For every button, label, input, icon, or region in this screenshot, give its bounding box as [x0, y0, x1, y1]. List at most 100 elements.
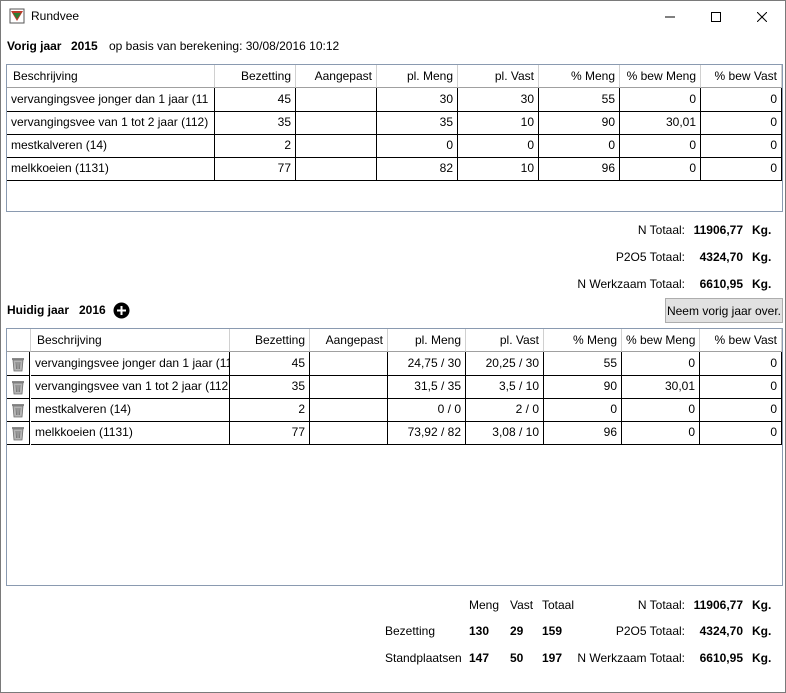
cell-meng[interactable]: 96: [539, 157, 620, 181]
cell-aangepast[interactable]: [310, 421, 388, 445]
cell-bew-vast[interactable]: 0: [701, 157, 782, 181]
minimize-button[interactable]: [647, 1, 693, 32]
cell-bew-vast[interactable]: 0: [701, 88, 782, 112]
cell-meng[interactable]: 55: [539, 88, 620, 112]
cell-beschrijving[interactable]: vervangingsvee van 1 tot 2 jaar (112): [7, 111, 215, 135]
cell-beschrijving[interactable]: mestkalveren (14): [31, 398, 230, 422]
cell-bew-meng[interactable]: 0: [622, 352, 700, 376]
grid-header-beschrijving[interactable]: Beschrijving: [31, 329, 230, 352]
cell-bew-meng[interactable]: 30,01: [620, 111, 701, 135]
cell-beschrijving[interactable]: mestkalveren (14): [7, 134, 215, 158]
grid-header-aangepast[interactable]: Aangepast: [310, 329, 388, 352]
grid-header-beschrijving[interactable]: Beschrijving: [7, 65, 215, 88]
grid-header-bezetting[interactable]: Bezetting: [230, 329, 310, 352]
cell-pl-meng[interactable]: 73,92 / 82: [388, 421, 466, 445]
cell-bezetting[interactable]: 2: [230, 398, 310, 422]
cell-bew-meng[interactable]: 0: [620, 88, 701, 112]
cell-aangepast[interactable]: [296, 157, 377, 181]
cell-bew-vast[interactable]: 0: [701, 134, 782, 158]
cell-pl-meng[interactable]: 82: [377, 157, 458, 181]
cell-bezetting[interactable]: 77: [230, 421, 310, 445]
cell-bew-meng[interactable]: 0: [622, 421, 700, 445]
cell-pl-vast[interactable]: 10: [458, 157, 539, 181]
previous-year-grid[interactable]: Beschrijving Bezetting Aangepast pl. Meng pl…: [6, 64, 783, 212]
maximize-button[interactable]: [693, 1, 739, 32]
cell-pl-meng[interactable]: 35: [377, 111, 458, 135]
cell-pl-vast[interactable]: 0: [458, 134, 539, 158]
cell-bezetting[interactable]: 45: [230, 352, 310, 376]
grid-header-pl-meng[interactable]: pl. Meng: [377, 65, 458, 88]
grid-header-bew-vast[interactable]: % bew Vast: [701, 65, 782, 88]
table-row[interactable]: melkkoeien (1131) 77 73,92 / 82 3,08 / 10 96…: [7, 421, 782, 445]
cell-bew-meng[interactable]: 0: [620, 157, 701, 181]
cell-pl-meng[interactable]: 30: [377, 88, 458, 112]
table-row[interactable]: vervangingsvee jonger dan 1 jaar (11 45 24…: [7, 352, 782, 376]
current-year-grid[interactable]: Beschrijving Bezetting Aangepast pl. Meng pl…: [6, 328, 783, 586]
cell-pl-meng[interactable]: 24,75 / 30: [388, 352, 466, 376]
cell-pl-vast[interactable]: 20,25 / 30: [466, 352, 544, 376]
grid-header-pl-vast[interactable]: pl. Vast: [458, 65, 539, 88]
delete-row-button[interactable]: [7, 421, 30, 445]
cell-aangepast[interactable]: [296, 134, 377, 158]
cell-beschrijving[interactable]: vervangingsvee jonger dan 1 jaar (11: [31, 352, 230, 376]
cell-aangepast[interactable]: [310, 398, 388, 422]
cell-pl-meng[interactable]: 0: [377, 134, 458, 158]
delete-row-button[interactable]: [7, 398, 30, 422]
current-grid-header: Beschrijving Bezetting Aangepast pl. Meng pl…: [7, 329, 782, 352]
cell-bezetting[interactable]: 45: [215, 88, 296, 112]
grid-header-aangepast[interactable]: Aangepast: [296, 65, 377, 88]
cell-beschrijving[interactable]: melkkoeien (1131): [7, 157, 215, 181]
grid-header-meng[interactable]: % Meng: [539, 65, 620, 88]
table-row[interactable]: vervangingsvee jonger dan 1 jaar (11 45 30…: [7, 88, 782, 112]
delete-row-button[interactable]: [7, 375, 30, 399]
add-row-plus-icon[interactable]: [113, 302, 130, 319]
cell-meng[interactable]: 90: [544, 375, 622, 399]
cell-pl-vast[interactable]: 10: [458, 111, 539, 135]
cell-meng[interactable]: 96: [544, 421, 622, 445]
cell-aangepast[interactable]: [296, 111, 377, 135]
cell-bew-meng[interactable]: 30,01: [622, 375, 700, 399]
cell-beschrijving[interactable]: melkkoeien (1131): [31, 421, 230, 445]
grid-header-bew-meng[interactable]: % bew Meng: [622, 329, 700, 352]
cell-bew-vast[interactable]: 0: [700, 398, 782, 422]
grid-header-meng[interactable]: % Meng: [544, 329, 622, 352]
cell-aangepast[interactable]: [296, 88, 377, 112]
grid-header-pl-meng[interactable]: pl. Meng: [388, 329, 466, 352]
cell-bezetting[interactable]: 77: [215, 157, 296, 181]
neem-vorig-jaar-over-button[interactable]: Neem vorig jaar over.: [665, 298, 783, 323]
grid-header-pl-vast[interactable]: pl. Vast: [466, 329, 544, 352]
cell-bew-vast[interactable]: 0: [700, 421, 782, 445]
table-row[interactable]: vervangingsvee van 1 tot 2 jaar (112) 35 3…: [7, 111, 782, 135]
cell-pl-meng[interactable]: 31,5 / 35: [388, 375, 466, 399]
cell-pl-meng[interactable]: 0 / 0: [388, 398, 466, 422]
cell-meng[interactable]: 0: [539, 134, 620, 158]
cell-pl-vast[interactable]: 3,08 / 10: [466, 421, 544, 445]
table-row[interactable]: mestkalveren (14) 2 0 0 0 0 0: [7, 134, 782, 158]
cell-bew-vast[interactable]: 0: [700, 375, 782, 399]
cell-pl-vast[interactable]: 30: [458, 88, 539, 112]
cell-pl-vast[interactable]: 3,5 / 10: [466, 375, 544, 399]
grid-header-bew-meng[interactable]: % bew Meng: [620, 65, 701, 88]
cell-beschrijving[interactable]: vervangingsvee jonger dan 1 jaar (11: [7, 88, 215, 112]
table-row[interactable]: melkkoeien (1131) 77 82 10 96 0 0: [7, 157, 782, 181]
cell-bew-meng[interactable]: 0: [622, 398, 700, 422]
cell-pl-vast[interactable]: 2 / 0: [466, 398, 544, 422]
cell-meng[interactable]: 55: [544, 352, 622, 376]
table-row[interactable]: vervangingsvee van 1 tot 2 jaar (112 35 31…: [7, 375, 782, 399]
cell-meng[interactable]: 90: [539, 111, 620, 135]
cell-bew-vast[interactable]: 0: [700, 352, 782, 376]
cell-bew-meng[interactable]: 0: [620, 134, 701, 158]
delete-row-button[interactable]: [7, 352, 30, 376]
grid-header-bezetting[interactable]: Bezetting: [215, 65, 296, 88]
cell-aangepast[interactable]: [310, 375, 388, 399]
cell-bezetting[interactable]: 35: [230, 375, 310, 399]
cell-bew-vast[interactable]: 0: [701, 111, 782, 135]
close-button[interactable]: [739, 1, 785, 32]
cell-bezetting[interactable]: 2: [215, 134, 296, 158]
cell-bezetting[interactable]: 35: [215, 111, 296, 135]
grid-header-bew-vast[interactable]: % bew Vast: [700, 329, 782, 352]
cell-aangepast[interactable]: [310, 352, 388, 376]
cell-beschrijving[interactable]: vervangingsvee van 1 tot 2 jaar (112: [31, 375, 230, 399]
cell-meng[interactable]: 0: [544, 398, 622, 422]
